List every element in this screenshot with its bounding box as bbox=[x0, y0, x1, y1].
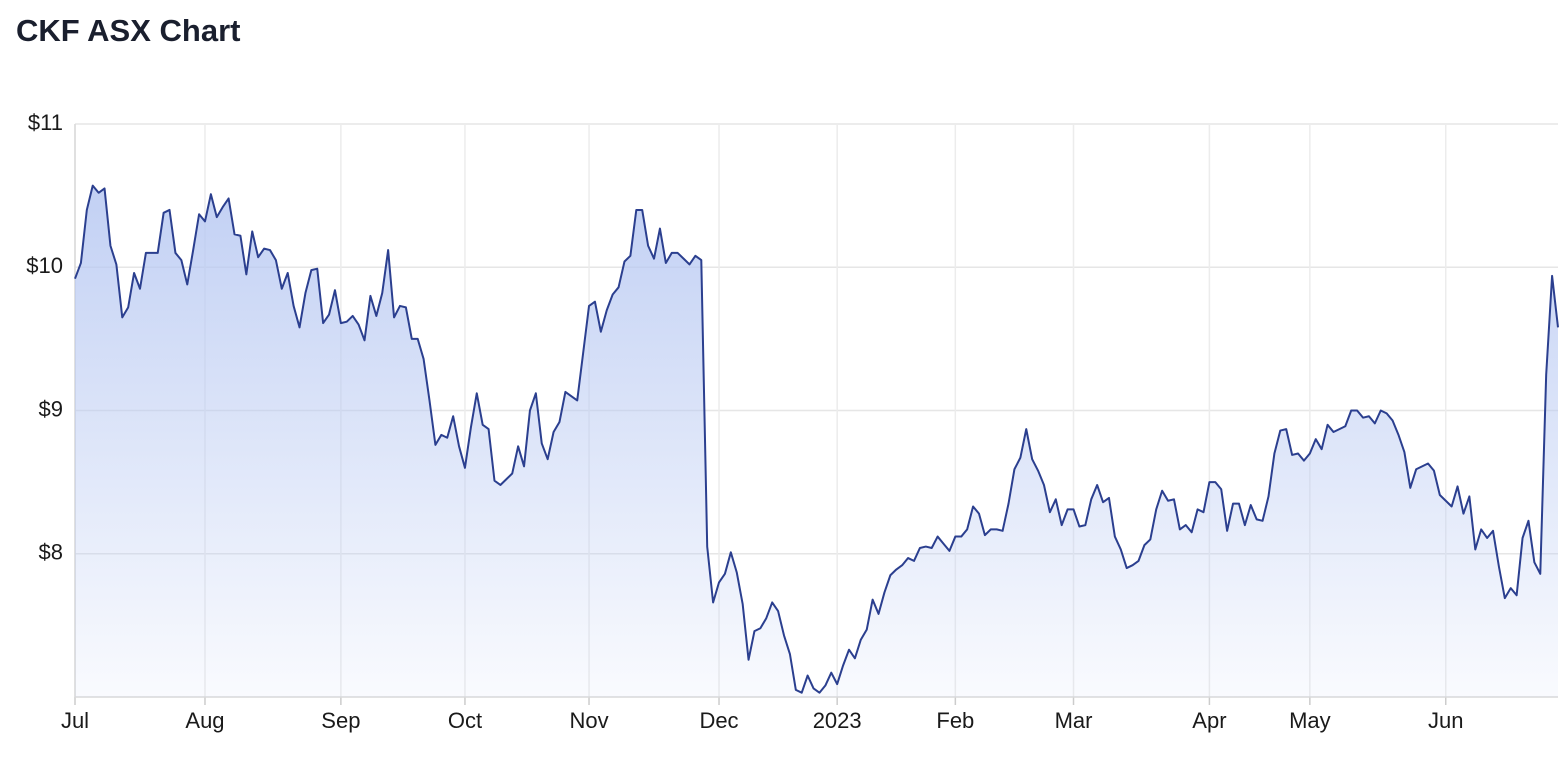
x-tick-label: 2023 bbox=[813, 708, 862, 733]
y-tick-label: $11 bbox=[28, 110, 63, 135]
price-line bbox=[74, 184, 1559, 694]
x-tick-label: Sep bbox=[321, 708, 360, 733]
y-tick-label: $9 bbox=[39, 396, 63, 421]
x-tick-label: Jun bbox=[1428, 708, 1463, 733]
x-tick-label: Oct bbox=[448, 708, 482, 733]
y-tick-label: $10 bbox=[26, 253, 63, 278]
x-tick-label: Jul bbox=[61, 708, 89, 733]
chart-title: CKF ASX Chart bbox=[16, 13, 240, 48]
area-fill bbox=[75, 185, 1558, 697]
x-tick-label: Feb bbox=[936, 708, 974, 733]
x-tick-label: Aug bbox=[185, 708, 224, 733]
x-tick-label: Apr bbox=[1192, 708, 1226, 733]
x-tick-label: May bbox=[1289, 708, 1331, 733]
x-tick-label: Nov bbox=[569, 708, 608, 733]
x-tick-label: Dec bbox=[699, 708, 738, 733]
x-tick-label: Mar bbox=[1055, 708, 1093, 733]
y-tick-label: $8 bbox=[39, 540, 63, 565]
